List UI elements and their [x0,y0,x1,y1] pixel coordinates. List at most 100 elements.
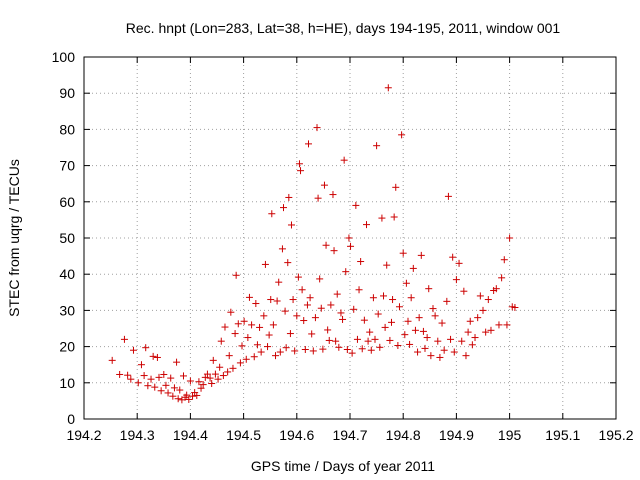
data-point [221,323,229,331]
data-point [265,331,273,339]
data-point [484,296,492,304]
data-point [294,273,302,281]
data-point [275,278,283,286]
data-point [506,234,514,242]
data-point [458,337,466,345]
data-point [248,321,256,329]
data-point [185,395,193,403]
data-point [423,334,431,342]
data-point [257,348,265,356]
data-point [240,317,248,325]
data-point [261,260,269,268]
data-point [415,314,423,322]
data-point [327,301,335,309]
data-point [316,275,324,283]
data-point [116,370,124,378]
data-point [147,375,155,383]
data-point [373,142,381,150]
data-point [303,301,311,309]
y-tick-label: 100 [52,49,76,65]
data-point [176,386,184,394]
data-point [134,379,142,387]
data-point [330,247,338,255]
data-point [137,361,145,369]
data-point [476,292,484,300]
x-tick-label: 195 [498,427,522,443]
data-point [151,383,159,391]
data-point [285,193,293,201]
data-point [224,368,232,376]
axis-ticks [83,56,617,420]
data-point [260,312,268,320]
data-point [286,330,294,338]
data-point [429,305,437,313]
data-point [384,84,392,92]
data-point [498,274,506,282]
data-point [245,293,253,301]
data-point [452,276,460,284]
data-point [404,317,412,325]
data-point [311,314,319,322]
data-point [313,124,321,132]
data-point [366,328,374,336]
y-axis-label: STEC from uqrg / TECUs [6,159,22,317]
x-tick-label: 194.2 [66,427,101,443]
data-point [214,375,222,383]
data-point [276,348,284,356]
data-point [394,342,402,350]
data-point [195,378,203,386]
data-point [378,214,386,222]
data-point [264,343,272,351]
data-point [317,304,325,312]
data-point [162,381,170,389]
data-point [376,343,384,351]
data-point [129,346,137,354]
data-point [367,346,375,354]
data-point [272,352,280,360]
data-point [421,344,429,352]
data-point [460,287,468,295]
data-point [409,264,417,272]
data-point [357,258,365,266]
y-tick-label: 70 [59,158,75,174]
x-tick-label: 194.7 [332,427,367,443]
data-point [425,285,433,293]
data-point [278,245,286,253]
data-point [229,364,237,372]
data-point [352,201,360,209]
data-point [500,256,508,264]
data-point [157,387,165,395]
data-point [142,344,150,352]
data-point [140,372,148,380]
data-point [401,331,409,339]
data-point [280,204,287,212]
data-point [436,353,444,361]
data-point [347,242,355,250]
data-point [419,327,427,335]
data-point [320,181,328,189]
data-points [108,84,519,404]
data-point [434,337,442,345]
data-point [402,279,410,287]
y-tick-label: 50 [59,230,75,246]
data-point [464,328,472,336]
data-point [216,363,224,371]
data-point [164,389,172,397]
data-point [471,334,479,342]
data-point [355,286,363,294]
y-tick-labels: 0 10 20 30 40 50 60 70 80 90 100 [52,49,76,427]
data-point [449,253,457,261]
data-point [209,356,217,364]
data-point [300,317,308,325]
data-point [206,374,214,382]
data-point [332,337,340,345]
data-point [295,160,303,168]
data-point [340,156,348,164]
x-tick-label: 194.9 [439,427,474,443]
data-point [309,347,317,355]
data-point [169,392,177,400]
data-point [353,335,361,343]
data-point [444,192,452,200]
y-tick-label: 20 [59,339,75,355]
